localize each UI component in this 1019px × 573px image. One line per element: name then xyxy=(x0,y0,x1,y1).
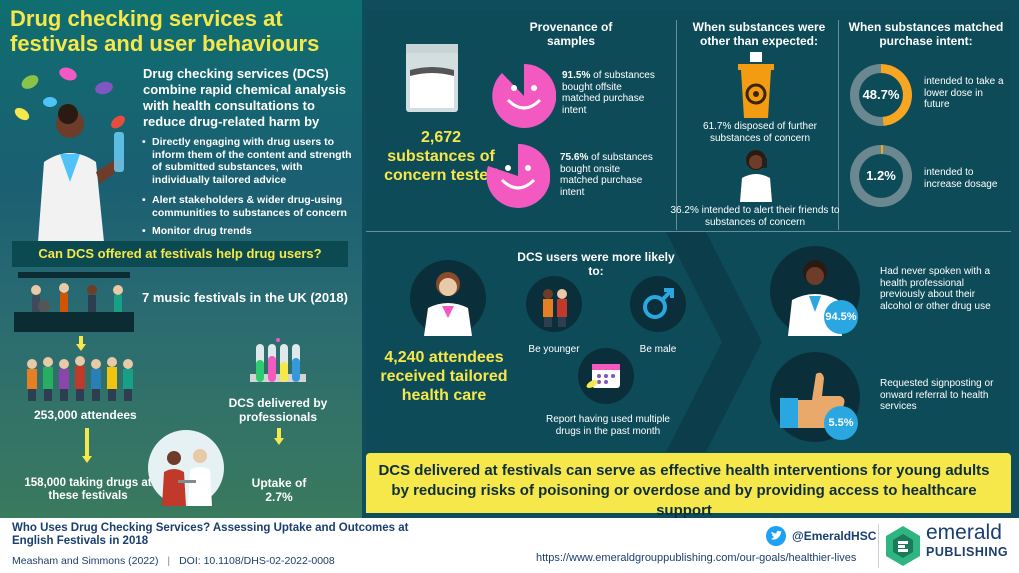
male-icon xyxy=(630,276,686,332)
footer-divider xyxy=(878,524,879,568)
arrow-down-icon-2 xyxy=(82,428,92,463)
smiley-onsite-icon xyxy=(486,144,550,208)
disposed-stat: 61.7% disposed of further substances of … xyxy=(703,121,817,144)
multiple-drugs-label: Report having used multiple drugs in the… xyxy=(546,414,670,437)
twitter-handle[interactable]: @EmeraldHSC xyxy=(792,529,877,543)
page-title: Drug checking services at festivals and … xyxy=(10,6,320,56)
emerald-logo-icon xyxy=(886,526,920,566)
paper-title: Who Uses Drug Checking Services? Assessi… xyxy=(12,522,409,547)
arrow-down-icon xyxy=(76,336,86,351)
footer: Who Uses Drug Checking Services? Assessi… xyxy=(0,518,1019,573)
biohazard-bin-icon xyxy=(738,52,774,118)
never-spoken-text: Had never spoken with a health professio… xyxy=(880,266,991,312)
website-url[interactable]: https://www.emeraldgrouppublishing.com/o… xyxy=(536,552,857,564)
lower-dose-text: intended to take a lower dose in future xyxy=(924,76,1004,110)
alert-friends-stat: 36.2% intended to alert their friends to… xyxy=(670,205,840,228)
be-younger-label: Be younger xyxy=(528,344,580,355)
festivals-count: 7 music festivals in the UK (2018) xyxy=(142,290,348,305)
divider-3 xyxy=(366,231,1011,232)
intro-bullet-3: Monitor drug trends xyxy=(142,225,357,238)
drug-takers-count: 158,000 taking drugs at these festivals xyxy=(24,477,152,502)
brand-sub: PUBLISHING xyxy=(926,545,1009,559)
divider-2 xyxy=(838,20,839,230)
other-than-expected-header: When substances were other than expected… xyxy=(692,20,826,48)
brand-name: emerald xyxy=(926,521,1002,544)
intro-bullet-2: Alert stakeholders & wider drug-using co… xyxy=(142,194,357,219)
more-likely-header: DCS users were more likely to: xyxy=(517,250,675,278)
onsite-stat: 75.6% of substances bought onsite matche… xyxy=(560,152,660,198)
offsite-pct: 91.5% xyxy=(562,70,591,81)
twitter-icon[interactable] xyxy=(766,526,786,546)
matched-intent-header: When substances matched purchase intent: xyxy=(848,20,1004,48)
never-spoken-pct: 94.5% xyxy=(824,300,858,334)
increase-dose-pct: 1.2% xyxy=(859,154,903,198)
divider-1 xyxy=(676,20,677,230)
smiley-offsite-icon xyxy=(492,64,556,128)
substances-tested: 2,672 substances of concern tested xyxy=(384,129,498,184)
chevron-arrow-shape xyxy=(666,232,762,452)
intro-lead: Drug checking services (DCS) combine rap… xyxy=(143,66,347,129)
provenance-header: Provenance of samples xyxy=(529,20,613,48)
attendees-count: 253,000 attendees xyxy=(34,408,137,422)
attendees-health-care: 4,240 attendees received tailored health… xyxy=(380,349,508,404)
dcs-delivered: DCS delivered by professionals xyxy=(228,396,328,424)
sample-bag-icon xyxy=(406,44,458,112)
offsite-text: of substances bought offsite matched pur… xyxy=(562,70,655,116)
conclusion-text: DCS delivered at festivals can serve as … xyxy=(378,462,990,519)
citation: Measham and Simmons (2022) | DOI: 10.110… xyxy=(12,555,335,567)
offsite-stat: 91.5% of substances bought offsite match… xyxy=(562,70,662,116)
increase-dose-text: intended to increase dosage xyxy=(924,167,998,190)
scientist-illustration xyxy=(14,67,125,242)
arrow-down-icon-3 xyxy=(274,428,284,445)
uptake-rate: Uptake of 2.7% xyxy=(251,476,307,504)
young-people-icon xyxy=(526,276,582,332)
conclusion-banner: DCS delivered at festivals can serve as … xyxy=(366,453,1011,519)
doctor-icon xyxy=(410,260,486,336)
onsite-text: of substances bought onsite matched purc… xyxy=(560,152,653,198)
crowd-icon xyxy=(27,356,133,401)
lower-dose-ring: 48.7% xyxy=(850,64,912,126)
doi-link[interactable]: DOI: 10.1108/DHS-02-2022-0008 xyxy=(179,555,335,567)
onsite-pct: 75.6% xyxy=(560,152,589,163)
band-stage-icon xyxy=(14,272,134,332)
test-tubes-icon xyxy=(250,338,306,382)
intro-bullet-1: Directly engaging with drug users to inf… xyxy=(142,136,357,186)
left-panel: Drug checking services at festivals and … xyxy=(0,0,362,518)
pills-calendar-icon xyxy=(578,348,634,404)
question-banner: Can DCS offered at festivals help drug u… xyxy=(12,241,348,267)
increase-dose-ring: 1.2% xyxy=(850,145,912,207)
signposting-text: Requested signposting or onward referral… xyxy=(880,378,994,412)
lower-dose-pct: 48.7% xyxy=(859,73,903,117)
thumbs-up-icon xyxy=(770,352,860,442)
authors: Measham and Simmons (2022) xyxy=(12,555,159,567)
right-panel: 2,672 substances of concern tested Prove… xyxy=(366,10,1011,519)
consultation-illustration xyxy=(148,430,224,506)
be-male-label: Be male xyxy=(639,344,677,355)
phone-user-icon xyxy=(740,150,772,202)
signposting-pct: 5.5% xyxy=(824,406,858,440)
